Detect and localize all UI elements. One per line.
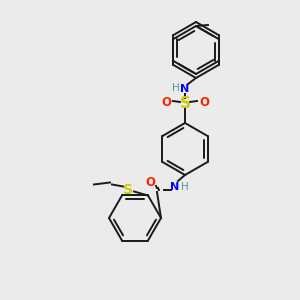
Text: N: N [170,182,180,192]
Text: H: H [172,83,180,93]
Text: O: O [161,95,171,109]
Text: O: O [199,95,209,109]
Text: S: S [123,184,133,197]
Text: N: N [180,84,190,94]
Text: O: O [145,176,155,188]
Text: S: S [179,95,191,110]
Text: H: H [181,182,189,192]
